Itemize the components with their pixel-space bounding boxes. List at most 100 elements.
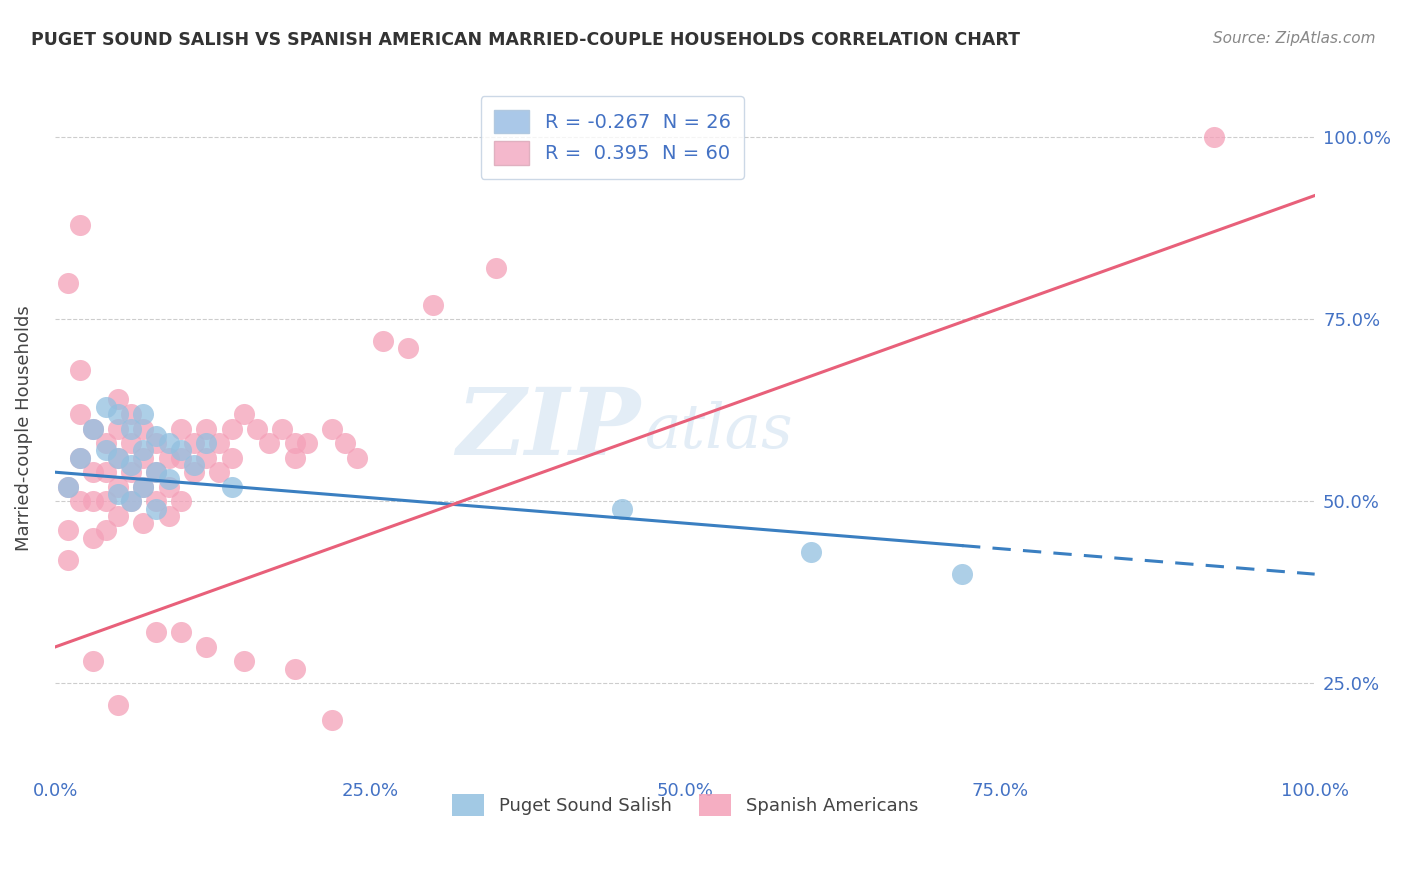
Text: atlas: atlas: [644, 401, 793, 460]
Point: [69, 450, 91, 465]
Y-axis label: Married-couple Households: Married-couple Households: [15, 306, 32, 551]
Point: [208, 465, 231, 479]
Point: [145, 436, 167, 450]
Point: [94, 443, 117, 458]
Point: [69, 218, 91, 232]
Point: [120, 436, 142, 450]
Point: [94, 436, 117, 450]
Point: [221, 421, 243, 435]
Legend: Puget Sound Salish, Spanish Americans: Puget Sound Salish, Spanish Americans: [444, 787, 925, 823]
Point: [132, 480, 155, 494]
Point: [145, 465, 167, 479]
Point: [120, 465, 142, 479]
Point: [157, 436, 180, 450]
Point: [170, 421, 193, 435]
Point: [82, 465, 104, 479]
Point: [170, 450, 193, 465]
Point: [82, 421, 104, 435]
Point: [221, 480, 243, 494]
Point: [107, 450, 129, 465]
Point: [183, 465, 205, 479]
Point: [1202, 130, 1225, 145]
Point: [69, 494, 91, 508]
Point: [56, 480, 79, 494]
Point: [94, 494, 117, 508]
Point: [195, 640, 218, 654]
Point: [233, 655, 256, 669]
Point: [195, 436, 218, 450]
Point: [107, 487, 129, 501]
Point: [195, 421, 218, 435]
Point: [56, 552, 79, 566]
Point: [107, 421, 129, 435]
Point: [321, 421, 343, 435]
Point: [283, 662, 305, 676]
Text: PUGET SOUND SALISH VS SPANISH AMERICAN MARRIED-COUPLE HOUSEHOLDS CORRELATION CHA: PUGET SOUND SALISH VS SPANISH AMERICAN M…: [31, 31, 1019, 49]
Point: [145, 465, 167, 479]
Point: [396, 342, 419, 356]
Point: [120, 407, 142, 421]
Point: [346, 450, 368, 465]
Point: [56, 276, 79, 290]
Point: [132, 421, 155, 435]
Point: [145, 429, 167, 443]
Point: [950, 567, 973, 582]
Point: [333, 436, 356, 450]
Point: [170, 625, 193, 640]
Point: [82, 421, 104, 435]
Point: [800, 545, 823, 559]
Point: [259, 436, 281, 450]
Point: [132, 443, 155, 458]
Point: [422, 298, 444, 312]
Point: [208, 436, 231, 450]
Point: [183, 458, 205, 472]
Point: [132, 480, 155, 494]
Point: [246, 421, 269, 435]
Point: [120, 494, 142, 508]
Point: [82, 531, 104, 545]
Point: [56, 524, 79, 538]
Point: [82, 655, 104, 669]
Point: [233, 407, 256, 421]
Point: [295, 436, 318, 450]
Point: [157, 450, 180, 465]
Point: [94, 400, 117, 414]
Point: [107, 450, 129, 465]
Point: [283, 450, 305, 465]
Point: [107, 480, 129, 494]
Point: [485, 261, 508, 276]
Point: [371, 334, 394, 348]
Point: [69, 407, 91, 421]
Point: [221, 450, 243, 465]
Point: [69, 363, 91, 377]
Point: [145, 501, 167, 516]
Point: [94, 465, 117, 479]
Point: [132, 516, 155, 531]
Point: [610, 501, 633, 516]
Point: [321, 713, 343, 727]
Point: [195, 450, 218, 465]
Point: [170, 494, 193, 508]
Point: [120, 421, 142, 435]
Point: [82, 494, 104, 508]
Text: Source: ZipAtlas.com: Source: ZipAtlas.com: [1212, 31, 1375, 46]
Text: ZIP: ZIP: [457, 384, 641, 474]
Point: [120, 458, 142, 472]
Point: [120, 494, 142, 508]
Point: [107, 698, 129, 713]
Point: [132, 407, 155, 421]
Point: [107, 508, 129, 523]
Point: [69, 450, 91, 465]
Point: [283, 436, 305, 450]
Point: [145, 494, 167, 508]
Point: [107, 392, 129, 407]
Point: [94, 524, 117, 538]
Point: [132, 450, 155, 465]
Point: [157, 473, 180, 487]
Point: [183, 436, 205, 450]
Point: [56, 480, 79, 494]
Point: [157, 508, 180, 523]
Point: [157, 480, 180, 494]
Point: [145, 625, 167, 640]
Point: [170, 443, 193, 458]
